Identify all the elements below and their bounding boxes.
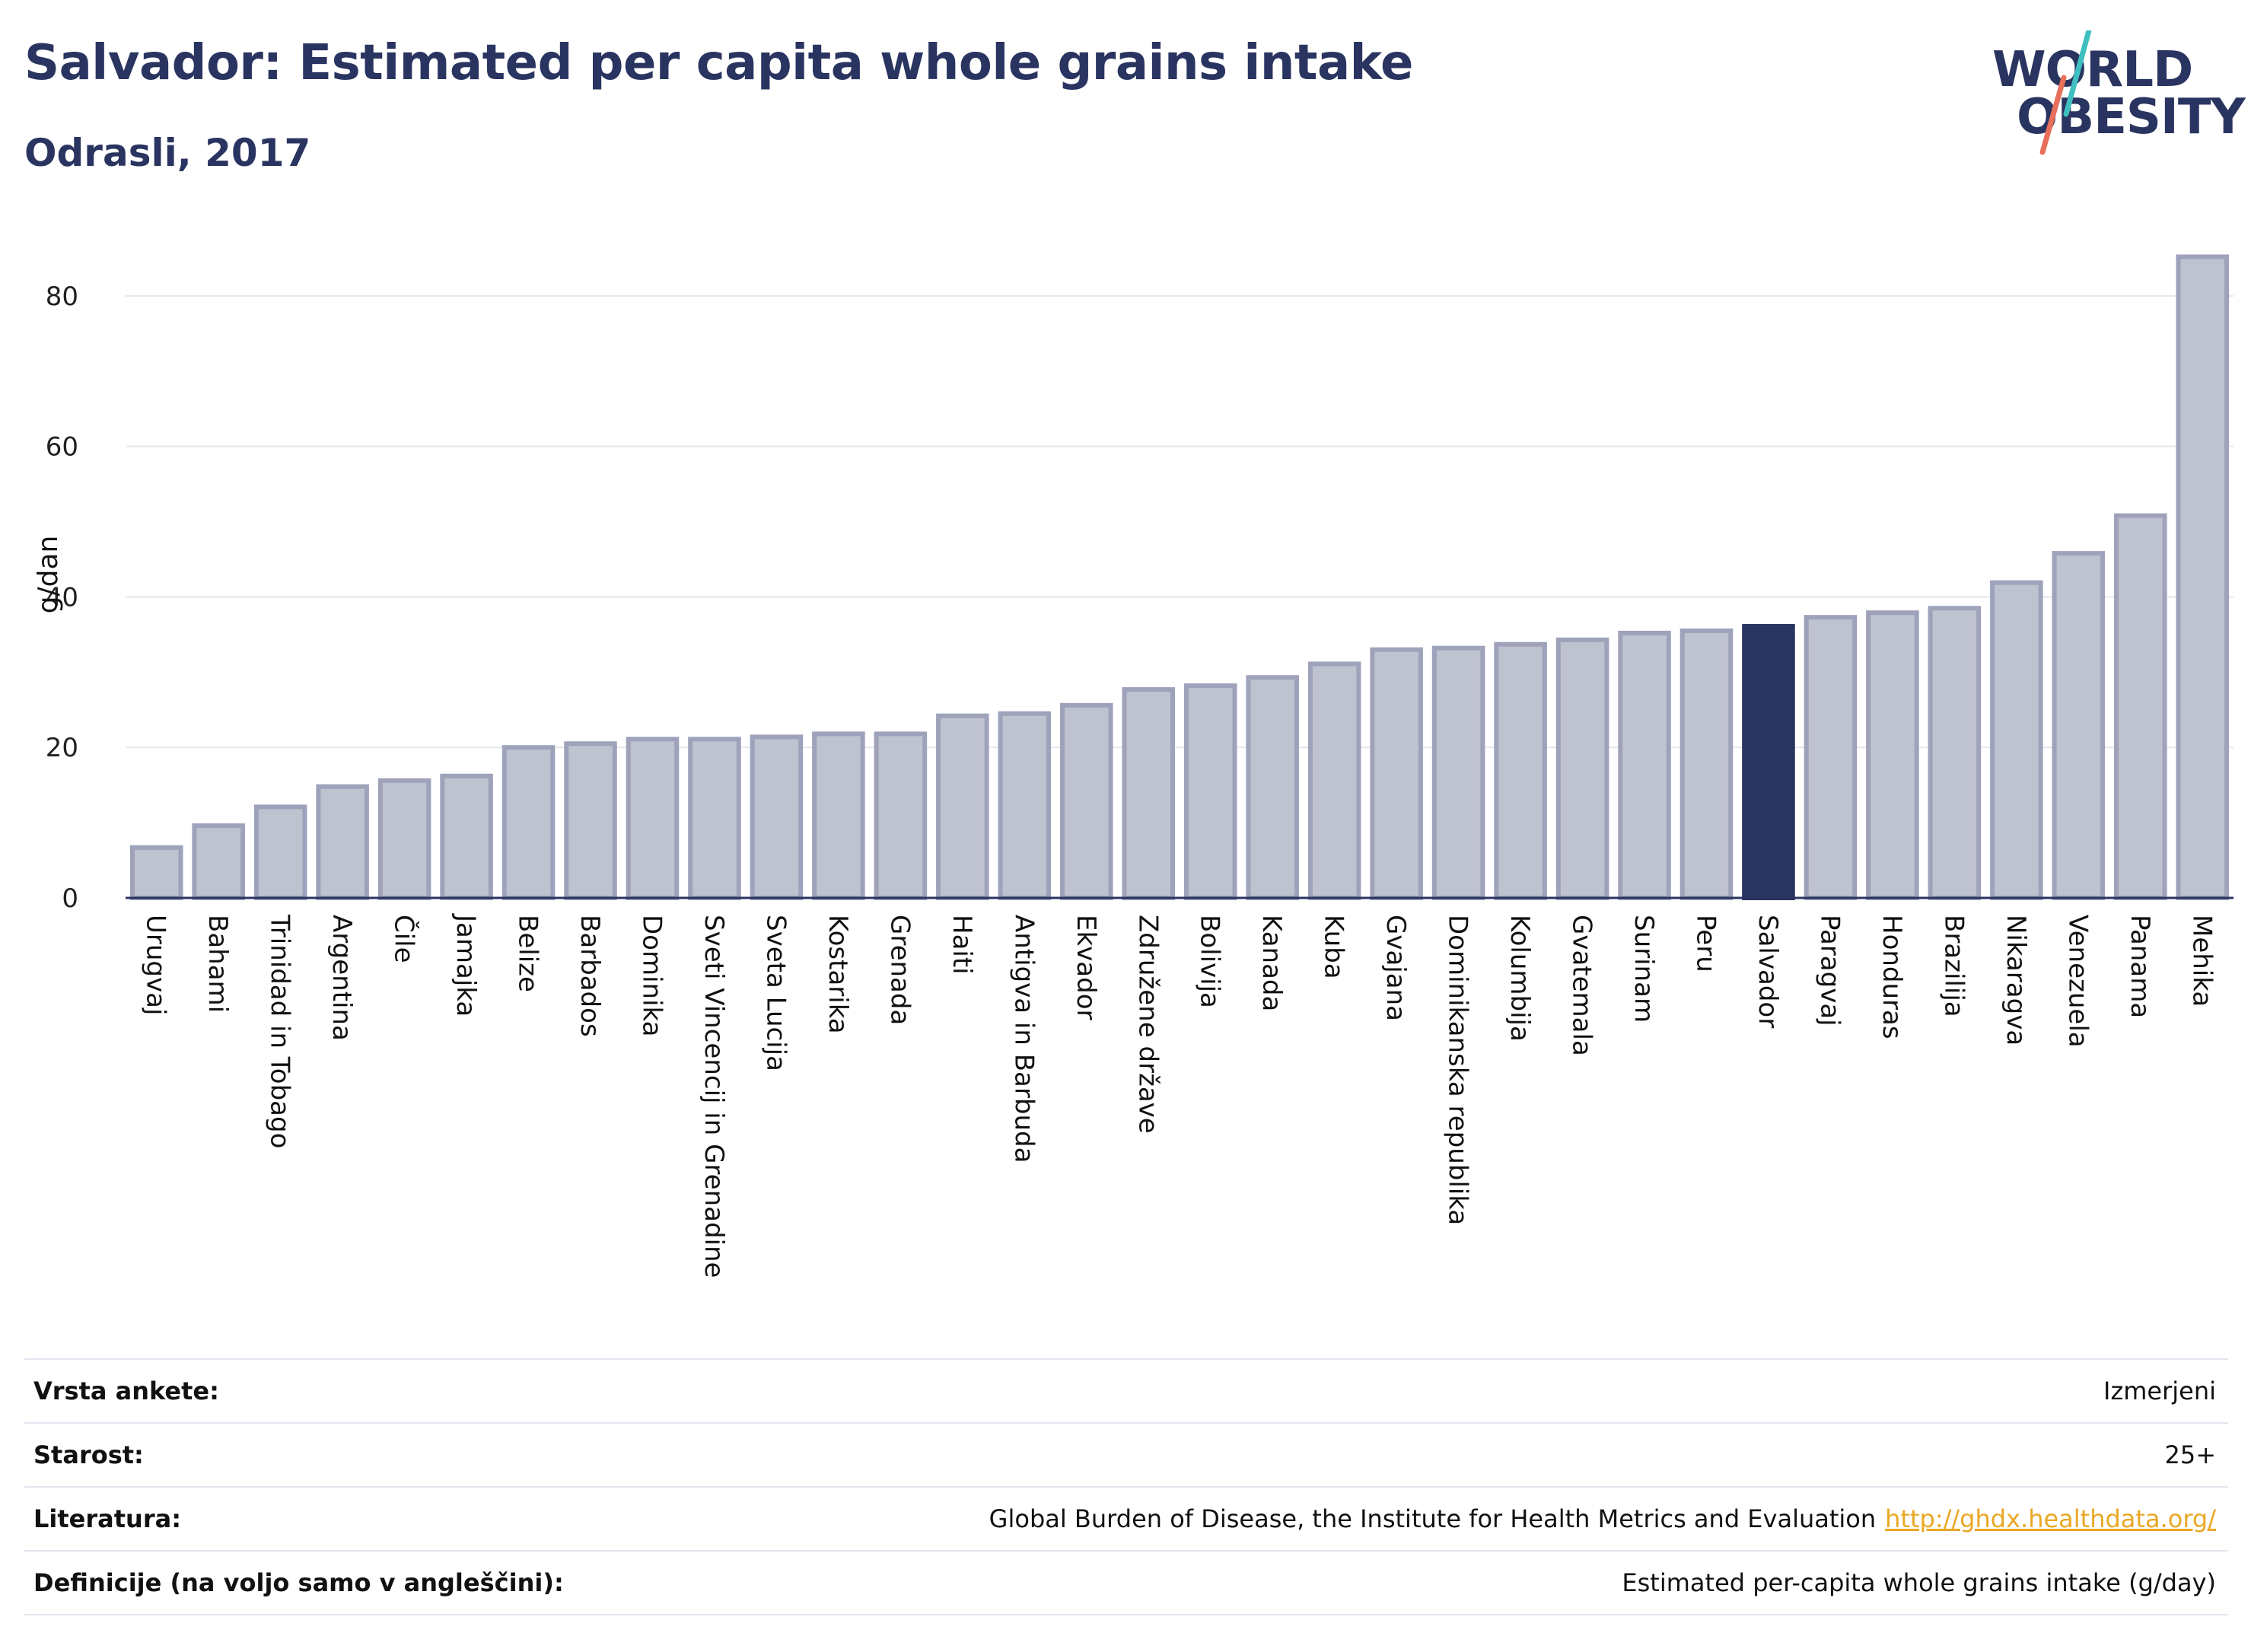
y-tick-label: 40 — [46, 582, 78, 613]
x-tick-label: Grenada — [884, 915, 915, 1025]
bar — [253, 804, 307, 900]
y-tick-label: 0 — [62, 883, 78, 914]
x-tick-label: Združene države — [1132, 915, 1163, 1134]
meta-value: Izmerjeni — [2103, 1377, 2216, 1405]
x-tick-label: Gvatemala — [1567, 915, 1597, 1056]
bar — [750, 734, 804, 901]
source-link[interactable]: http://ghdx.healthdata.org/ — [1885, 1504, 2216, 1533]
bar — [1370, 647, 1423, 901]
meta-key: Literatura: — [33, 1504, 181, 1533]
x-tick-label: Dominikanska republika — [1443, 915, 1473, 1225]
bar — [2052, 551, 2106, 900]
y-tick-label: 20 — [46, 733, 78, 763]
bar — [874, 731, 928, 901]
bar — [1060, 702, 1113, 900]
x-tick-label: Venezuela — [2062, 915, 2093, 1048]
x-tick-label: Dominika — [637, 915, 667, 1036]
bar — [1122, 687, 1176, 900]
logo-slash-icon — [2039, 30, 2092, 155]
meta-value: Estimated per-capita whole grains intake… — [1622, 1568, 2216, 1597]
x-tick-label: Čile — [389, 915, 420, 963]
x-tick-label: Bahami — [202, 915, 233, 1013]
bar — [1307, 661, 1361, 900]
y-tick-label: 60 — [46, 432, 78, 463]
x-tick-label: Paragvaj — [1814, 915, 1845, 1027]
bar — [2176, 254, 2230, 900]
x-tick-label: Antigva in Barbuda — [1008, 915, 1039, 1163]
world-obesity-logo: WORLD OBESITY — [1979, 30, 2246, 167]
x-tick-label: Bolivija — [1195, 915, 1225, 1008]
bar — [1742, 624, 1795, 900]
meta-row-age: Starost: 25+ — [24, 1422, 2228, 1486]
bar — [501, 745, 556, 900]
chart-title: Salvador: Estimated per capita whole gra… — [24, 35, 1413, 91]
x-tick-label: Mehika — [2186, 915, 2217, 1007]
bar — [1679, 628, 1734, 900]
bar — [1990, 580, 2043, 901]
bar — [1494, 641, 1547, 900]
x-tick-label: Haiti — [947, 915, 977, 975]
meta-key: Definicije (na voljo samo v angleščini): — [33, 1568, 564, 1597]
meta-row-definition: Definicije (na voljo samo v angleščini):… — [24, 1550, 2228, 1615]
x-tick-label: Kanada — [1256, 915, 1287, 1011]
x-tick-label: Sveti Vincencij in Grenadine — [699, 915, 729, 1278]
meta-value: 25+ — [2164, 1440, 2216, 1469]
bar — [440, 773, 493, 900]
x-tick-label: Belize — [513, 915, 543, 992]
x-tick-label: Honduras — [1877, 915, 1907, 1039]
bar — [1928, 606, 1982, 900]
logo-line-1: WORLD — [1992, 42, 2193, 98]
metadata-table: Vrsta ankete: Izmerjeni Starost: 25+ Lit… — [24, 1358, 2228, 1615]
bar — [377, 778, 431, 900]
chart-subtitle: Odrasli, 2017 — [24, 131, 311, 175]
x-tick-label: Argentina — [326, 915, 357, 1041]
bar — [812, 731, 865, 901]
meta-key: Vrsta ankete: — [33, 1377, 219, 1405]
x-tick-label: Sveta Lucija — [760, 915, 791, 1071]
y-tick-label: 80 — [46, 282, 78, 312]
bar — [626, 737, 680, 900]
bar — [1246, 675, 1299, 900]
x-tick-label: Ekvador — [1071, 915, 1101, 1020]
bar — [316, 784, 369, 901]
bar — [1183, 683, 1237, 901]
bar — [129, 845, 183, 900]
bar — [998, 711, 1052, 900]
bar — [1555, 637, 1609, 900]
x-tick-label: Nikaragva — [2001, 915, 2031, 1046]
x-tick-label: Kuba — [1319, 915, 1349, 979]
bar — [564, 741, 617, 900]
source-text: Global Burden of Disease, the Institute … — [989, 1504, 1877, 1533]
x-tick-label: Brazilija — [1938, 915, 1969, 1017]
bar — [688, 737, 741, 900]
meta-key: Starost: — [33, 1440, 144, 1469]
bar-chart: 0 20 40 60 80 g/dan Urugvaj Bahami Trinidad in T… — [33, 254, 2233, 1278]
bar — [2114, 513, 2167, 900]
x-tick-label: Trinidad in Tobago — [265, 914, 295, 1148]
meta-value-source: Global Burden of Disease, the Institute … — [989, 1504, 2228, 1533]
x-tick-label: Barbados — [575, 915, 605, 1037]
bar — [1804, 615, 1858, 901]
x-tick-label: Salvador — [1753, 915, 1783, 1028]
bar — [936, 713, 989, 901]
x-tick-label: Urugvaj — [141, 915, 171, 1015]
bar — [1431, 645, 1485, 900]
y-axis-label: g/dan — [33, 536, 64, 614]
bar — [1866, 610, 1919, 900]
x-tick-label: Jamajka — [451, 913, 481, 1017]
x-tick-label: Panama — [2125, 915, 2155, 1018]
x-tick-label: Kolumbija — [1504, 915, 1535, 1042]
x-tick-label: Peru — [1691, 915, 1721, 972]
meta-row-source: Literatura: Global Burden of Disease, th… — [24, 1486, 2228, 1550]
bar — [192, 823, 245, 900]
x-tick-label: Gvajana — [1380, 915, 1411, 1021]
x-tick-label: Kostarika — [823, 915, 853, 1034]
meta-row-survey-type: Vrsta ankete: Izmerjeni — [24, 1358, 2228, 1422]
bar — [1618, 630, 1671, 901]
x-tick-label: Surinam — [1629, 915, 1659, 1023]
